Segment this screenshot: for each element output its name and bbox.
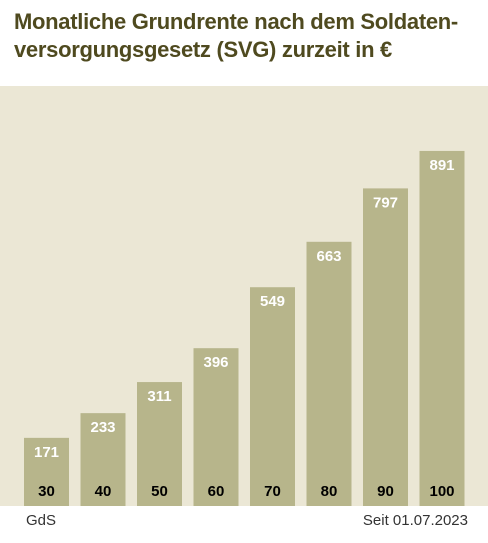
value-label-70: 549 <box>260 293 285 310</box>
bar-100 <box>419 150 465 506</box>
category-label-30: 30 <box>38 483 55 500</box>
category-label-70: 70 <box>264 483 281 500</box>
category-label-50: 50 <box>151 483 168 500</box>
bar-50 <box>137 382 182 506</box>
chart-title-line-1: Monatliche Grundrente nach dem Soldaten- <box>14 9 458 34</box>
value-label-100: 891 <box>429 157 454 174</box>
chart-title: Monatliche Grundrente nach dem Soldaten-… <box>14 8 484 64</box>
value-label-50: 311 <box>147 388 171 405</box>
value-label-60: 396 <box>203 354 228 371</box>
x-axis-label: GdS <box>26 512 57 529</box>
bar-80 <box>306 241 352 506</box>
category-label-60: 60 <box>208 483 225 500</box>
bar-40 <box>80 413 126 506</box>
category-label-90: 90 <box>377 483 394 500</box>
value-label-80: 663 <box>316 248 341 265</box>
value-label-30: 171 <box>34 444 59 461</box>
value-label-40: 233 <box>90 419 115 436</box>
value-label-90: 797 <box>373 194 398 211</box>
bar-90 <box>363 188 408 506</box>
date-note: Seit 01.07.2023 <box>362 512 468 529</box>
category-label-100: 100 <box>429 483 454 500</box>
bar-70 <box>250 287 295 506</box>
chart-title-line-2: versorgungsgesetz (SVG) zurzeit in € <box>14 37 392 62</box>
category-label-80: 80 <box>321 483 338 500</box>
category-label-40: 40 <box>95 483 112 500</box>
bar-30 <box>24 437 69 506</box>
bar-chart: 171 30 233 40 311 50 396 60 549 70 663 80 797 90 891 10… <box>24 150 465 506</box>
bar-60 <box>193 348 239 506</box>
